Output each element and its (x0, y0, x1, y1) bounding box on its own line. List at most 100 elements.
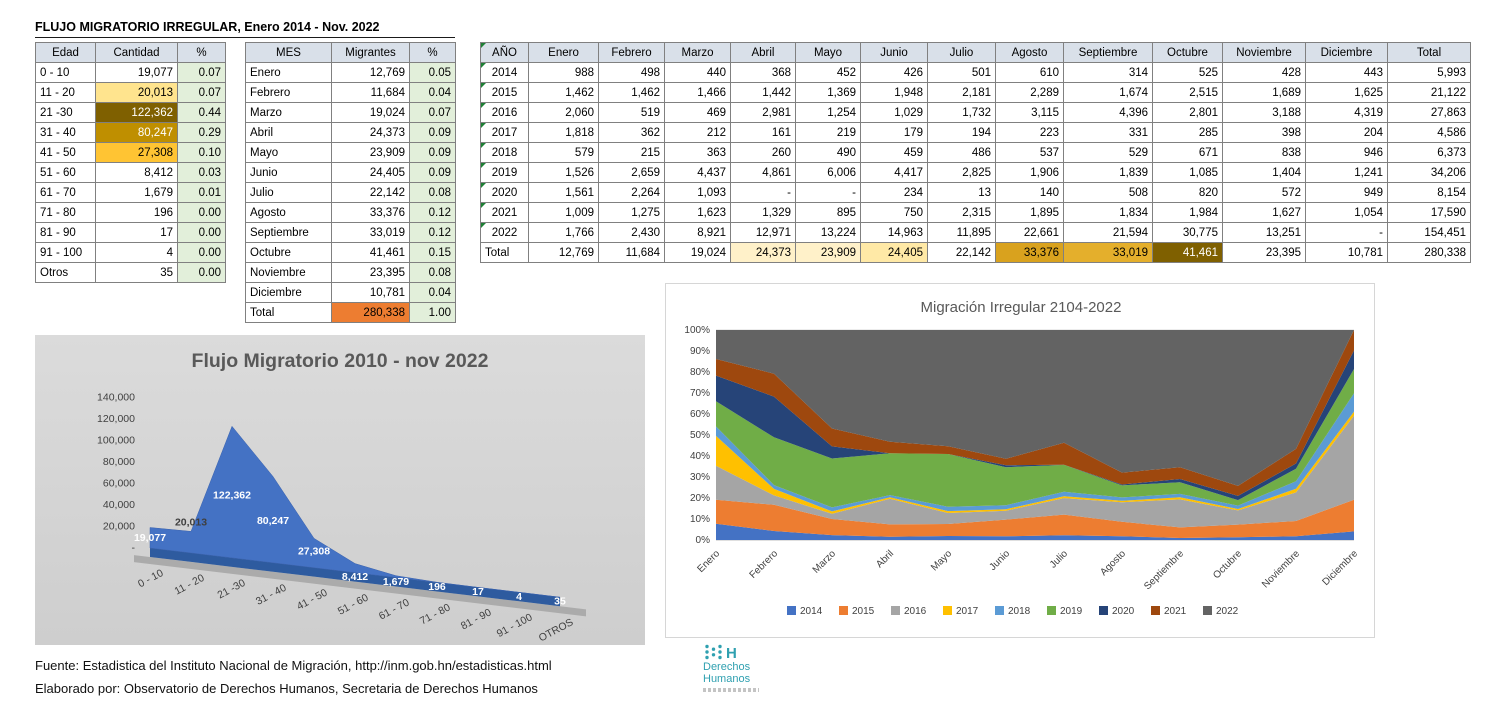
cell[interactable]: 11,895 (927, 222, 996, 243)
legend-marker[interactable] (943, 606, 952, 615)
column-header[interactable]: % (409, 42, 456, 63)
cell[interactable]: Marzo (245, 102, 332, 123)
cell[interactable]: Julio (245, 182, 332, 203)
cell[interactable]: 33,376 (995, 242, 1064, 263)
cell[interactable]: 33,376 (331, 202, 410, 223)
cell[interactable]: 1,689 (1222, 82, 1306, 103)
cell[interactable]: 331 (1063, 122, 1153, 143)
cell[interactable]: 8,154 (1387, 182, 1471, 203)
cell[interactable]: 0.00 (177, 242, 226, 263)
cell[interactable]: 223 (995, 122, 1064, 143)
cell[interactable]: 2,289 (995, 82, 1064, 103)
cell[interactable]: 5,993 (1387, 62, 1471, 83)
column-header[interactable]: Cantidad (95, 42, 178, 63)
cell[interactable]: Agosto (245, 202, 332, 223)
cell[interactable]: 17 (95, 222, 178, 243)
column-header[interactable]: Marzo (664, 42, 731, 63)
cell[interactable]: 8,412 (95, 162, 178, 183)
cell[interactable]: 988 (528, 62, 599, 83)
cell[interactable]: 17,590 (1387, 202, 1471, 223)
cell[interactable]: 2020 (480, 182, 529, 203)
cell[interactable]: 0.29 (177, 122, 226, 143)
cell[interactable]: 440 (664, 62, 731, 83)
cell[interactable]: 579 (528, 142, 599, 163)
cell[interactable]: 2,981 (730, 102, 796, 123)
cell[interactable]: 1,404 (1222, 162, 1306, 183)
cell[interactable]: 23,909 (331, 142, 410, 163)
cell[interactable]: 459 (860, 142, 928, 163)
cell[interactable]: 0.01 (177, 182, 226, 203)
cell[interactable]: 0.09 (409, 162, 456, 183)
cell[interactable]: 19,077 (95, 62, 178, 83)
cell[interactable]: 0.15 (409, 242, 456, 263)
column-header[interactable]: Junio (860, 42, 928, 63)
cell[interactable]: 2,060 (528, 102, 599, 123)
legend-marker[interactable] (995, 606, 1004, 615)
cell[interactable]: 4,861 (730, 162, 796, 183)
series-2014[interactable] (716, 523, 1354, 540)
cell[interactable]: 1,054 (1305, 202, 1388, 223)
cell[interactable]: 1,009 (528, 202, 599, 223)
cell[interactable]: 27,308 (95, 142, 178, 163)
cell[interactable]: 1,834 (1063, 202, 1153, 223)
cell[interactable]: 508 (1063, 182, 1153, 203)
cell[interactable]: 280,338 (331, 302, 410, 323)
cell[interactable]: 0.12 (409, 222, 456, 243)
cell[interactable]: 234 (860, 182, 928, 203)
cell[interactable]: 1,895 (995, 202, 1064, 223)
cell[interactable]: 41 - 50 (35, 142, 96, 163)
cell[interactable]: 2,315 (927, 202, 996, 223)
cell[interactable]: 426 (860, 62, 928, 83)
column-header[interactable]: Migrantes (331, 42, 410, 63)
cell[interactable]: 51 - 60 (35, 162, 96, 183)
cell[interactable]: 22,142 (331, 182, 410, 203)
cell[interactable]: 161 (730, 122, 796, 143)
cell[interactable]: 71 - 80 (35, 202, 96, 223)
cell[interactable]: 363 (664, 142, 731, 163)
column-header[interactable]: Diciembre (1305, 42, 1388, 63)
cell[interactable]: 0.44 (177, 102, 226, 123)
column-header[interactable]: AÑO (480, 42, 529, 63)
cell[interactable]: 1,732 (927, 102, 996, 123)
cell[interactable]: - (1305, 222, 1388, 243)
legend-marker[interactable] (1151, 606, 1160, 615)
cell[interactable]: 11,684 (598, 242, 665, 263)
cell[interactable]: 1,442 (730, 82, 796, 103)
cell[interactable]: 280,338 (1387, 242, 1471, 263)
cell[interactable]: Diciembre (245, 282, 332, 303)
cell[interactable]: 0.04 (409, 82, 456, 103)
cell[interactable]: 260 (730, 142, 796, 163)
cell[interactable]: 1,984 (1152, 202, 1223, 223)
cell[interactable]: 1,466 (664, 82, 731, 103)
cell[interactable]: 537 (995, 142, 1064, 163)
cell[interactable]: 368 (730, 62, 796, 83)
cell[interactable]: 154,451 (1387, 222, 1471, 243)
cell[interactable]: 33,019 (331, 222, 410, 243)
cell[interactable]: 21,594 (1063, 222, 1153, 243)
cell[interactable]: 2,825 (927, 162, 996, 183)
cell[interactable]: 140 (995, 182, 1064, 203)
cell[interactable]: Total (245, 302, 332, 323)
cell[interactable]: 80,247 (95, 122, 178, 143)
cell[interactable]: 2015 (480, 82, 529, 103)
cell[interactable]: 34,206 (1387, 162, 1471, 183)
cell[interactable]: 501 (927, 62, 996, 83)
area-series[interactable] (149, 425, 561, 598)
cell[interactable]: 3,115 (995, 102, 1064, 123)
cell[interactable]: 10,781 (331, 282, 410, 303)
cell[interactable]: 1,254 (795, 102, 861, 123)
cell[interactable]: 1,674 (1063, 82, 1153, 103)
cell[interactable]: 12,769 (528, 242, 599, 263)
cell[interactable]: 14,963 (860, 222, 928, 243)
column-header[interactable]: MES (245, 42, 332, 63)
cell[interactable]: 4 (95, 242, 178, 263)
legend-marker[interactable] (891, 606, 900, 615)
cell[interactable]: 452 (795, 62, 861, 83)
cell[interactable]: 21,122 (1387, 82, 1471, 103)
cell[interactable]: 0.00 (177, 202, 226, 223)
cell[interactable]: Octubre (245, 242, 332, 263)
legend-marker[interactable] (839, 606, 848, 615)
cell[interactable]: 2016 (480, 102, 529, 123)
cell[interactable]: 13,251 (1222, 222, 1306, 243)
cell[interactable]: 498 (598, 62, 665, 83)
